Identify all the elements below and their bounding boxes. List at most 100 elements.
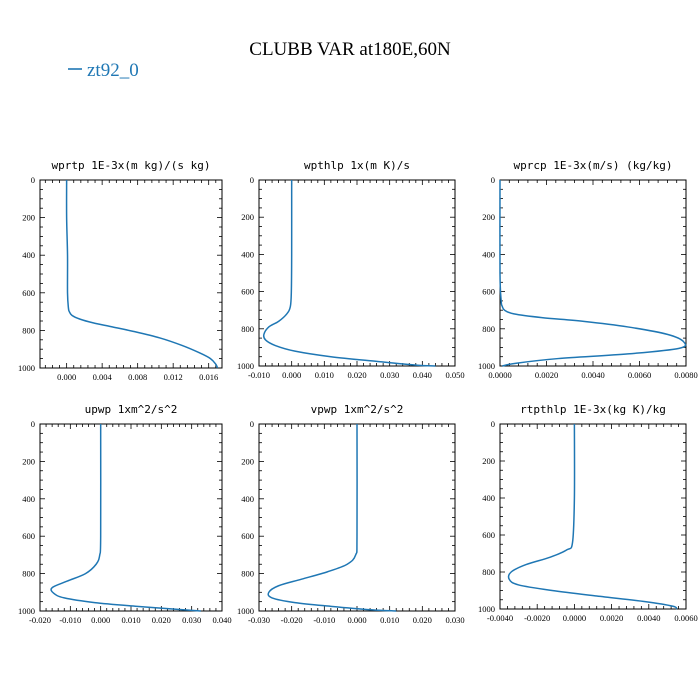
y-tick-label: 1000 <box>18 363 35 373</box>
plot-frame <box>499 179 687 367</box>
x-tick-label: 0.0040 <box>637 613 660 623</box>
x-tick-label: 0.012 <box>164 372 183 382</box>
x-tick-label: 0.0020 <box>600 613 623 623</box>
x-tick-label: -0.030 <box>248 615 270 625</box>
x-tick-label: 0.000 <box>347 615 366 625</box>
panel-5: vpwp 1xm^2/s^2 0 200 400 600 800 1000-0.030 -0.… <box>237 403 465 625</box>
y-tick-label: 1000 <box>18 606 35 616</box>
y-tick-label: 600 <box>22 288 35 298</box>
series-line-zt92_0 <box>262 179 436 367</box>
y-tick-label: 200 <box>482 456 495 466</box>
panel-6: rtpthlp 1E-3x(kg K)/kg02004006008001000-… <box>478 403 698 623</box>
panel-2: wpthlp 1x(m K)/s 0 200 400 600 800 1000-0.010 0… <box>237 159 465 380</box>
x-tick-label: 0.0000 <box>488 370 511 380</box>
x-tick-label: -0.020 <box>281 615 303 625</box>
panel-title: rtpthlp 1E-3x(kg K)/kg <box>520 403 666 416</box>
y-tick-label: 600 <box>482 530 495 540</box>
x-tick-label: 0.040 <box>413 370 432 380</box>
plot-frame <box>39 423 223 612</box>
x-tick-label: 0.040 <box>212 615 231 625</box>
y-tick-label: 1000 <box>237 606 254 616</box>
y-tick-label: 0 <box>31 419 35 429</box>
y-tick-label: 400 <box>241 249 254 259</box>
x-tick-label: 0.004 <box>93 372 113 382</box>
x-tick-label: -0.010 <box>313 615 335 625</box>
y-tick-label: 0 <box>250 175 254 185</box>
x-tick-label: 0.030 <box>445 615 464 625</box>
y-tick-label: 0 <box>250 419 254 429</box>
panel-title: wpthlp 1x(m K)/s <box>304 159 410 172</box>
x-tick-label: 0.010 <box>315 370 334 380</box>
x-tick-label: -0.010 <box>248 370 270 380</box>
series-line-zt92_0 <box>499 179 687 367</box>
y-tick-label: 0 <box>491 175 495 185</box>
plot-frame <box>499 423 687 610</box>
x-tick-label: 0.020 <box>413 615 432 625</box>
panel-title: vpwp 1xm^2/s^2 <box>311 403 404 416</box>
series-line-zt92_0 <box>65 179 219 369</box>
x-tick-label: 0.000 <box>57 372 76 382</box>
y-tick-label: 400 <box>241 494 254 504</box>
y-tick-label: 800 <box>22 325 35 335</box>
y-tick-label: 400 <box>482 493 495 503</box>
y-tick-label: 600 <box>22 531 35 541</box>
plot-frame <box>258 179 456 367</box>
legend-label: zt92_0 <box>87 60 139 81</box>
legend: zt92_0 <box>68 60 139 81</box>
x-tick-label: 0.010 <box>380 615 399 625</box>
y-tick-label: 0 <box>31 175 35 185</box>
series-line-zt92_0 <box>507 423 678 610</box>
x-tick-label: -0.0040 <box>487 613 513 623</box>
panel-title: wprtp 1E-3x(m kg)/(s kg) <box>52 159 211 172</box>
x-tick-label: 0.020 <box>347 370 366 380</box>
y-tick-label: 800 <box>22 569 35 579</box>
panel-1: wprtp 1E-3x(m kg)/(s kg) 0 200 400 600 800 100… <box>18 159 223 382</box>
x-tick-label: 0.008 <box>128 372 147 382</box>
x-tick-label: 0.0060 <box>628 370 651 380</box>
panel-3: wprcp 1E-3x(m/s) (kg/kg) 0 200 400 600 800 100… <box>478 159 698 380</box>
y-tick-label: 800 <box>241 569 254 579</box>
y-tick-label: 600 <box>482 287 495 297</box>
y-tick-label: 1000 <box>237 361 254 371</box>
y-tick-label: 0 <box>491 419 495 429</box>
y-tick-label: 200 <box>241 456 254 466</box>
y-tick-label: 200 <box>22 213 35 223</box>
y-tick-label: 200 <box>22 456 35 466</box>
x-tick-label: 0.0040 <box>581 370 604 380</box>
x-tick-label: -0.0020 <box>524 613 550 623</box>
panel-title: upwp 1xm^2/s^2 <box>85 403 178 416</box>
x-tick-label: 0.030 <box>380 370 399 380</box>
y-tick-label: 400 <box>22 494 35 504</box>
y-tick-label: 1000 <box>478 604 495 614</box>
x-tick-label: 0.000 <box>91 615 110 625</box>
x-tick-label: -0.010 <box>59 615 81 625</box>
x-tick-label: 0.0000 <box>563 613 586 623</box>
series-line-zt92_0 <box>267 423 397 612</box>
x-tick-label: 0.0060 <box>674 613 697 623</box>
panel-4: upwp 1xm^2/s^2 0 200 400 600 800 1000-0.020 -0.… <box>18 403 232 625</box>
x-tick-label: 0.000 <box>282 370 301 380</box>
x-tick-label: 0.020 <box>152 615 171 625</box>
x-tick-label: 0.030 <box>182 615 201 625</box>
y-tick-label: 1000 <box>478 361 495 371</box>
x-tick-label: 0.050 <box>445 370 464 380</box>
y-tick-label: 800 <box>241 324 254 334</box>
y-tick-label: 400 <box>482 249 495 259</box>
y-tick-label: 800 <box>482 324 495 334</box>
x-tick-label: -0.020 <box>29 615 51 625</box>
y-tick-label: 600 <box>241 287 254 297</box>
series-line-zt92_0 <box>50 423 201 612</box>
y-tick-label: 800 <box>482 567 495 577</box>
panel-title: wprcp 1E-3x(m/s) (kg/kg) <box>514 159 673 172</box>
panels: wprtp 1E-3x(m kg)/(s kg) 0 200 400 600 800 100… <box>18 159 698 625</box>
x-tick-label: 0.016 <box>199 372 218 382</box>
x-tick-label: 0.0020 <box>535 370 558 380</box>
x-tick-label: 0.0080 <box>674 370 697 380</box>
y-tick-label: 600 <box>241 531 254 541</box>
y-tick-label: 200 <box>482 212 495 222</box>
y-tick-label: 400 <box>22 250 35 260</box>
figure-title: CLUBB VAR at180E,60N <box>249 39 451 60</box>
x-tick-label: 0.010 <box>121 615 140 625</box>
y-tick-label: 200 <box>241 212 254 222</box>
